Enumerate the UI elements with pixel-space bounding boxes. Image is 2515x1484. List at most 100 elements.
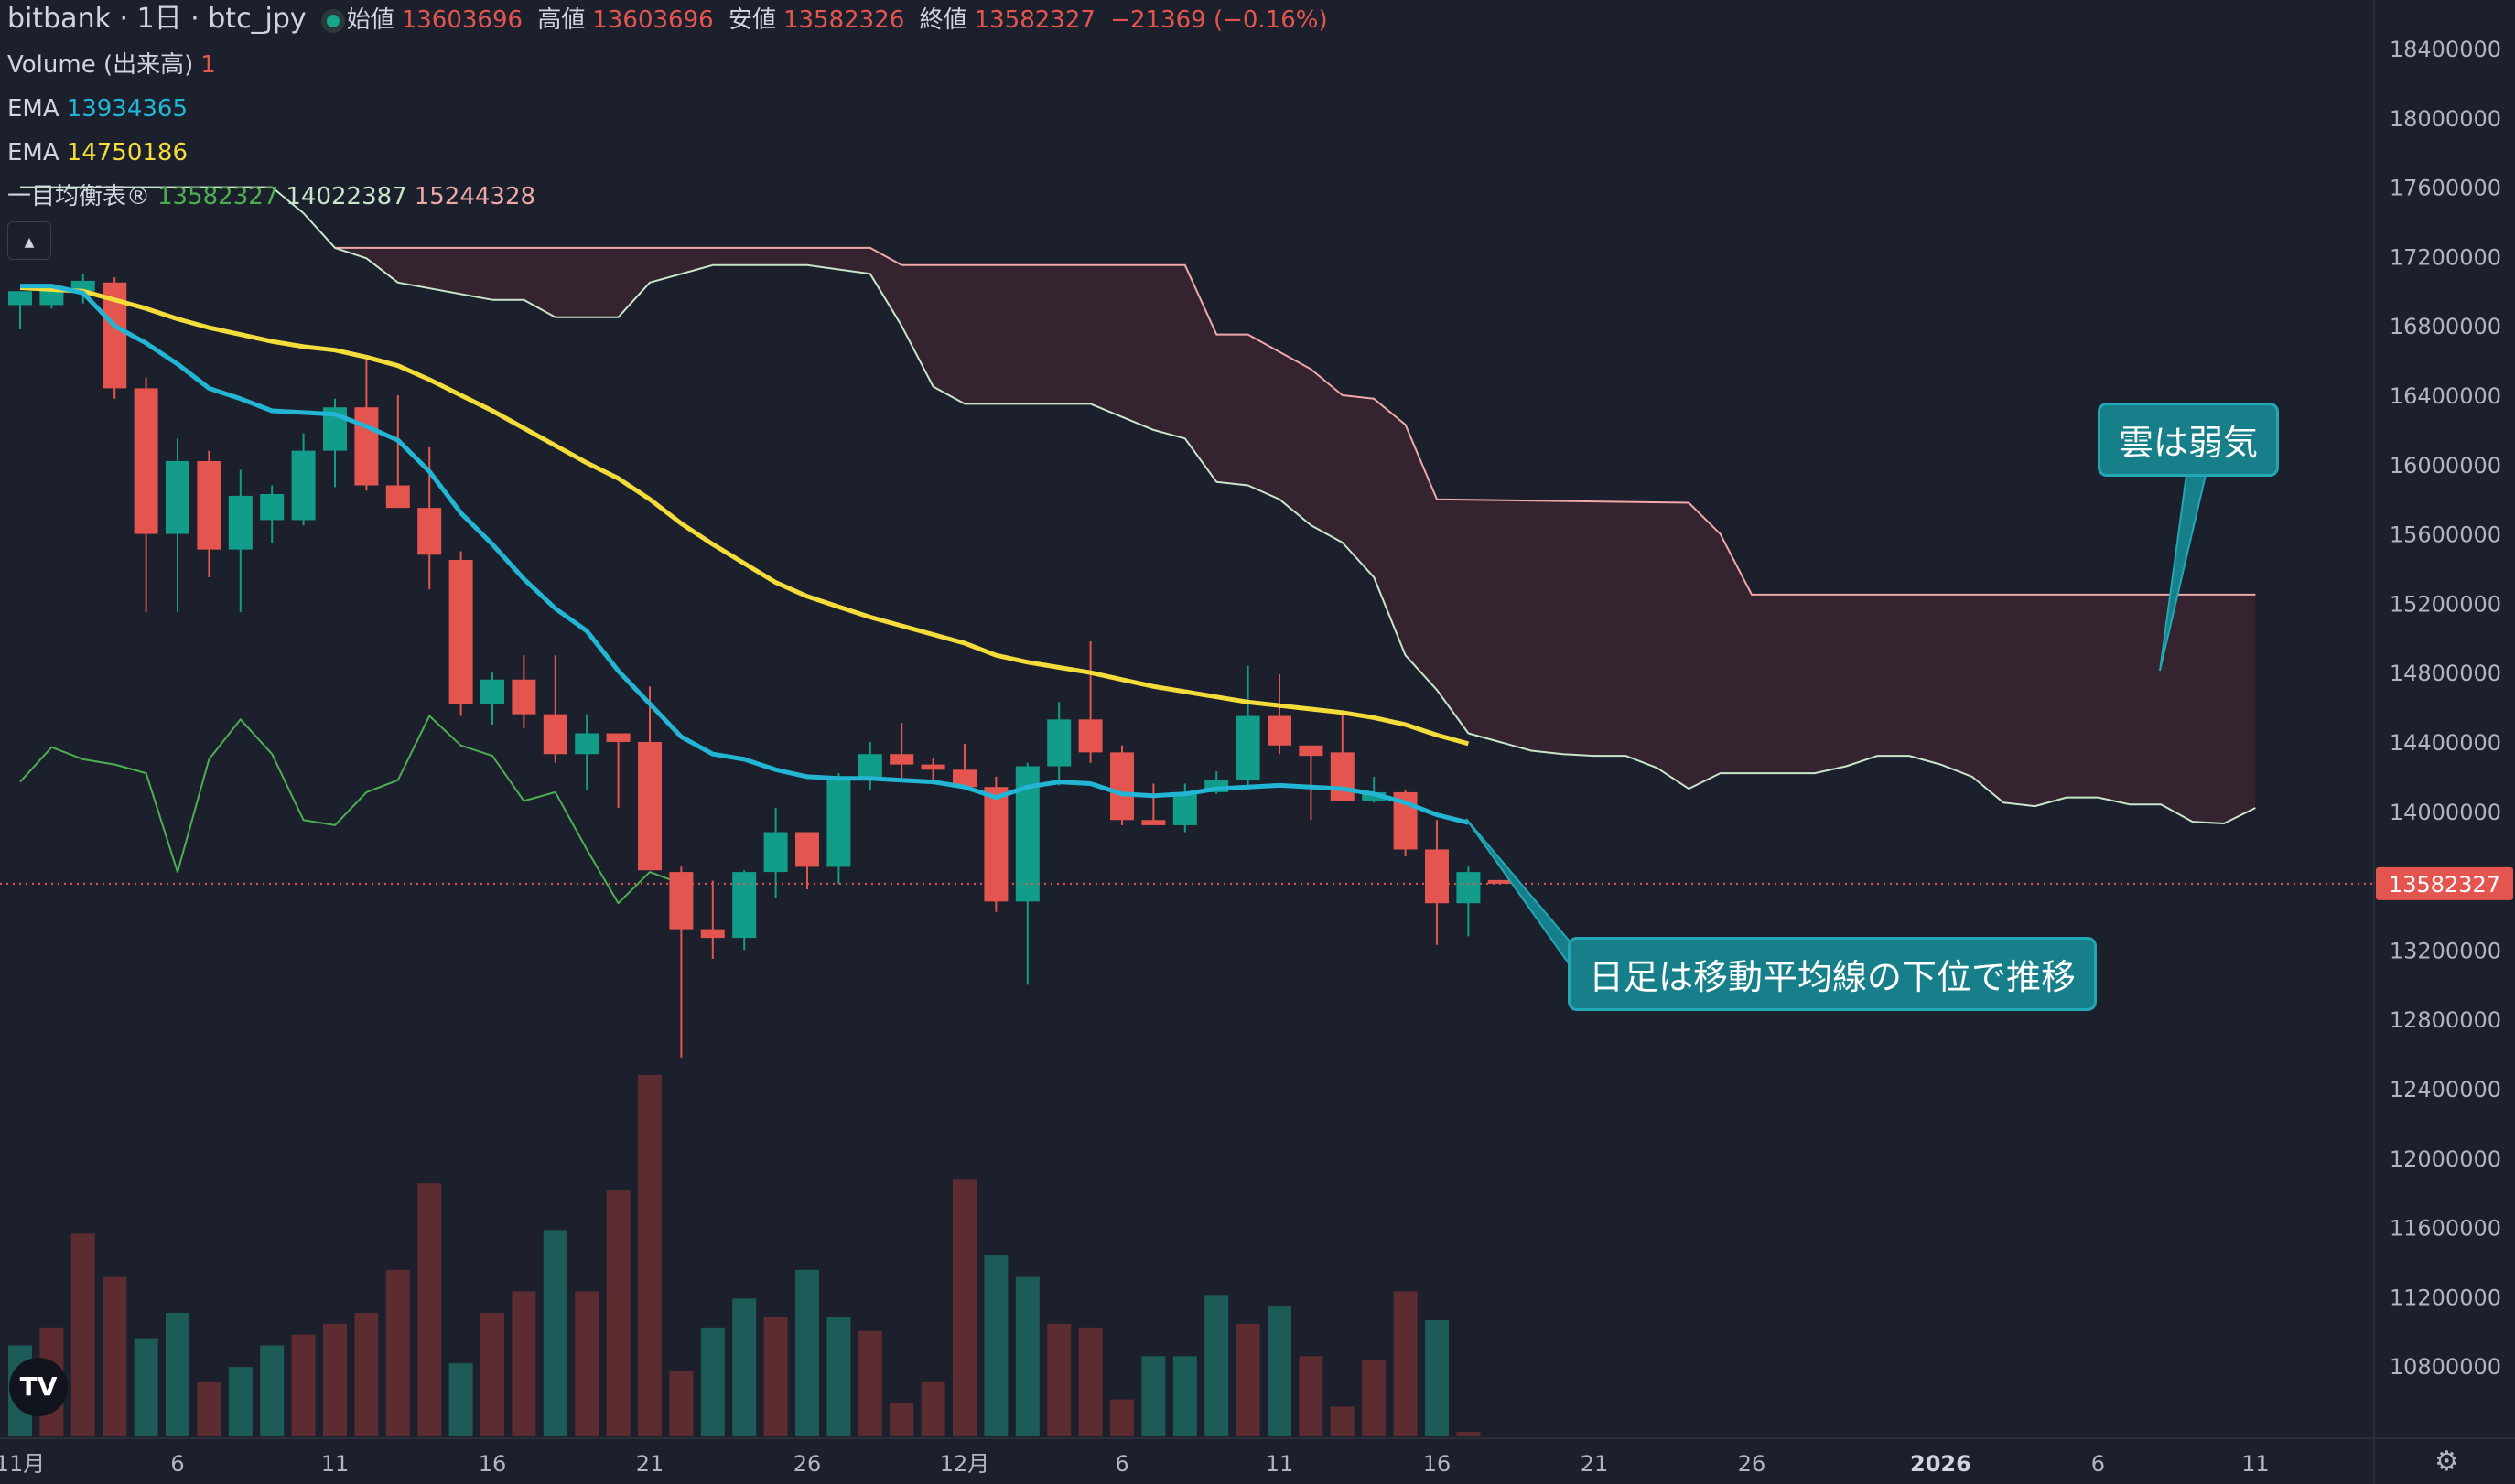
volume-bar	[858, 1330, 882, 1436]
volume-bar	[448, 1363, 473, 1436]
open-label: 始値	[346, 6, 394, 34]
volume-bar	[921, 1381, 945, 1436]
ichimoku-label: 一目均衡表®	[7, 183, 151, 210]
gear-icon[interactable]: ⚙	[2434, 1446, 2459, 1478]
volume-legend[interactable]: Volume (出来高) 1	[7, 51, 223, 79]
x-tick-label: 11	[1266, 1451, 1294, 1477]
x-tick-label: 6	[170, 1451, 184, 1477]
volume-bar	[763, 1316, 788, 1436]
ichimoku-kijun-line	[20, 186, 2256, 824]
volume-bar	[638, 1075, 662, 1436]
y-tick-label: 12400000	[2390, 1077, 2501, 1102]
low-value: 13582326	[783, 6, 905, 34]
candle-body	[826, 780, 851, 867]
candle-body	[512, 679, 536, 715]
volume-bar	[1015, 1276, 1040, 1436]
x-tick-label: 11	[321, 1451, 350, 1477]
candle-body	[732, 872, 757, 939]
candle-body	[228, 495, 253, 550]
volume-bar	[669, 1371, 694, 1436]
candle-body	[700, 929, 725, 939]
volume-bar	[512, 1291, 536, 1436]
volume-bar	[166, 1313, 189, 1436]
market-status-icon	[326, 14, 340, 27]
x-tick-label: 6	[2091, 1451, 2105, 1477]
y-tick-label: 15200000	[2390, 591, 2501, 617]
volume-bar	[1330, 1406, 1355, 1436]
y-tick-label: 16400000	[2390, 383, 2501, 409]
ichimoku-value-2: 14022387	[286, 183, 407, 210]
volume-bar	[1299, 1356, 1323, 1436]
close-label: 終値	[919, 6, 967, 34]
volume-bar	[1172, 1356, 1197, 1436]
volume-bar	[1204, 1295, 1229, 1436]
ema-fast-value: 13934365	[66, 95, 188, 123]
price-callout-text: 日足は移動平均線の下位で推移	[1589, 957, 2077, 997]
x-tick-label: 11	[2241, 1451, 2270, 1477]
y-tick-label: 11600000	[2390, 1216, 2501, 1242]
y-tick-label: 14000000	[2390, 800, 2501, 825]
candle-body	[1487, 879, 1512, 884]
tradingview-logo[interactable]: TV	[9, 1358, 68, 1416]
volume-bar	[1393, 1291, 1418, 1436]
volume-bar	[228, 1367, 253, 1436]
symbol-title[interactable]: bitbank · 1日 · btc_jpy	[7, 3, 307, 35]
ema-fast-label: EMA	[7, 95, 59, 123]
y-tick-label: 17600000	[2390, 176, 2501, 201]
candle-body	[166, 460, 189, 534]
volume-bar	[1141, 1356, 1166, 1436]
price-callout-pointer	[1465, 818, 1571, 970]
volume-bar	[953, 1179, 977, 1436]
candle-body	[890, 754, 914, 765]
y-tick-label: 12000000	[2390, 1146, 2501, 1172]
volume-bar	[1078, 1327, 1103, 1436]
ichimoku-span-b-line	[335, 246, 2256, 596]
volume-bar	[1110, 1399, 1134, 1436]
volume-bar	[134, 1338, 158, 1436]
candle-body	[480, 679, 504, 704]
collapse-legend-button[interactable]: ▲	[7, 221, 51, 260]
candle-body	[354, 407, 379, 486]
candle-body	[1299, 745, 1323, 757]
volume-bar	[700, 1327, 725, 1436]
volume-bar	[1456, 1432, 1481, 1436]
candle-body	[1330, 752, 1355, 801]
high-label: 高値	[537, 6, 586, 34]
x-tick-label: 21	[1581, 1451, 1609, 1477]
y-tick-label: 16800000	[2390, 314, 2501, 339]
candle-body	[1047, 719, 1072, 767]
volume-bar	[732, 1298, 757, 1436]
volume-bar	[480, 1313, 504, 1436]
volume-bar	[103, 1276, 127, 1436]
y-tick-label: 17200000	[2390, 244, 2501, 270]
candle-body	[953, 769, 977, 788]
ema-fast-legend[interactable]: EMA 13934365	[7, 95, 195, 123]
last-price-badge	[2376, 866, 2513, 900]
x-tick-label: 26	[793, 1451, 822, 1477]
candle-body	[1172, 791, 1197, 825]
x-tick-label: 2026	[1910, 1451, 1971, 1477]
candle-body	[984, 787, 1009, 902]
change-value: −21369 (−0.16%)	[1110, 6, 1328, 34]
candle-body	[669, 872, 694, 930]
volume-bar	[385, 1269, 410, 1436]
close-value: 13582327	[974, 6, 1096, 34]
y-tick-label: 13200000	[2390, 938, 2501, 963]
candle-body	[39, 289, 64, 306]
candle-body	[1268, 715, 1291, 746]
ema-slow-legend[interactable]: EMA 14750186	[7, 139, 195, 167]
last-price-label: 13582327	[2389, 872, 2500, 898]
volume-bar	[291, 1334, 316, 1436]
volume-bar	[543, 1230, 567, 1436]
low-label: 安値	[728, 6, 776, 34]
volume-bar	[1362, 1360, 1387, 1436]
y-tick-label: 11200000	[2390, 1285, 2501, 1310]
symbol-header: bitbank · 1日 · btc_jpy 始値 13603696 高値 13603…	[7, 3, 1335, 35]
volume-bar	[1236, 1323, 1260, 1436]
x-tick-label: 12月	[940, 1451, 990, 1477]
chevron-up-icon: ▲	[24, 235, 35, 250]
volume-label: Volume (出来高)	[7, 51, 194, 79]
ichimoku-legend[interactable]: 一目均衡表® 13582327 14022387 15244328	[7, 183, 543, 210]
price-callout: 日足は移動平均線の下位で推移	[1568, 937, 2098, 1011]
